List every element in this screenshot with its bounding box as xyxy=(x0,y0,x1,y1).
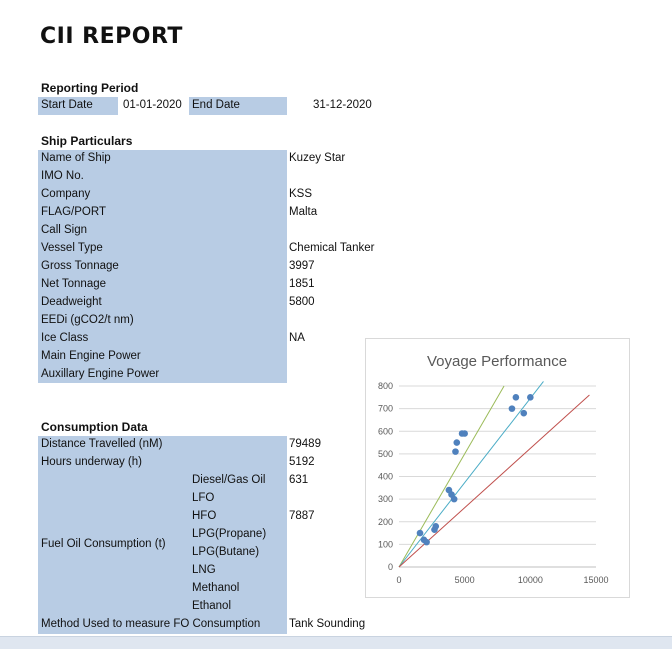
particular-value: KSS xyxy=(289,188,313,200)
fuel-type-value: 7887 xyxy=(289,510,315,522)
data-point xyxy=(512,394,520,401)
fuel-type-label: LPG(Butane) xyxy=(192,546,260,558)
fuel-type-label: LFO xyxy=(192,492,215,504)
particular-value: Kuzey Star xyxy=(289,152,346,164)
particular-label: FLAG/PORT xyxy=(41,206,106,218)
fuel-type-label: LPG(Propane) xyxy=(192,528,267,540)
data-point xyxy=(508,405,516,412)
x-tick-label: 0 xyxy=(396,575,401,585)
end-date-value: 31-12-2020 xyxy=(313,99,372,111)
particular-value: Chemical Tanker xyxy=(289,242,375,254)
data-point xyxy=(453,439,461,446)
consumption-heading: Consumption Data xyxy=(41,420,148,434)
y-tick-label: 700 xyxy=(378,404,393,414)
particular-label: IMO No. xyxy=(41,170,84,182)
y-tick-label: 200 xyxy=(378,517,393,527)
reference-line xyxy=(398,394,590,568)
distance-label: Distance Travelled (nM) xyxy=(41,438,163,450)
particular-label: Net Tonnage xyxy=(41,278,107,290)
particular-value: 1851 xyxy=(289,278,315,290)
start-date-value: 01-01-2020 xyxy=(123,99,182,111)
particular-value: Malta xyxy=(289,206,318,218)
particulars-label-column xyxy=(38,150,287,383)
particular-label: Vessel Type xyxy=(41,242,103,254)
hours-label: Hours underway (h) xyxy=(41,456,142,468)
y-tick-label: 400 xyxy=(378,472,393,482)
end-date-label: End Date xyxy=(192,99,240,111)
chart-title: Voyage Performance xyxy=(427,353,567,370)
y-tick-label: 0 xyxy=(388,562,393,572)
y-tick-label: 500 xyxy=(378,449,393,459)
particular-label: Ice Class xyxy=(41,332,89,344)
data-point xyxy=(520,409,528,417)
data-point xyxy=(423,538,430,546)
particular-label: Deadweight xyxy=(41,296,102,308)
start-date-label: Start Date xyxy=(41,99,93,111)
measure-method-label: Method Used to measure FO Consumption xyxy=(41,618,261,630)
particular-label: Name of Ship xyxy=(41,152,111,164)
bottom-band xyxy=(0,636,672,649)
particular-label: Company xyxy=(41,188,91,200)
reference-line xyxy=(398,381,544,568)
y-tick-label: 600 xyxy=(378,426,393,436)
particular-value: NA xyxy=(289,332,305,344)
data-point xyxy=(450,495,458,503)
reference-line xyxy=(398,385,505,568)
consumption-label-column xyxy=(38,436,287,634)
chart-svg: Voyage Performance 0 100 200 300 400 500 600 70… xyxy=(378,353,609,585)
y-tick-label: 300 xyxy=(378,494,393,504)
x-tick-label: 15000 xyxy=(583,575,608,585)
particular-label: Main Engine Power xyxy=(41,350,141,362)
start-date-label-cell: Start Date xyxy=(38,97,118,115)
data-point xyxy=(432,522,440,530)
fuel-type-value: 631 xyxy=(289,474,309,486)
y-tick-label: 100 xyxy=(378,539,393,549)
particular-value: 5800 xyxy=(289,296,315,308)
report-title: CII REPORT xyxy=(40,24,183,49)
voyage-performance-chart: Voyage Performance 0 100 200 300 400 500 600 70… xyxy=(365,338,630,598)
fuel-type-label: Diesel/Gas Oil xyxy=(192,474,266,486)
ship-particulars-heading: Ship Particulars xyxy=(41,134,133,148)
y-tick-label: 800 xyxy=(378,381,393,391)
reporting-period-heading: Reporting Period xyxy=(41,81,139,95)
particular-value: 3997 xyxy=(289,260,315,272)
measure-method-value: Tank Sounding xyxy=(289,618,366,630)
particular-label: Call Sign xyxy=(41,224,88,236)
particular-label: EEDi (gCO2/t nm) xyxy=(41,314,134,326)
data-point xyxy=(527,394,534,401)
distance-value: 79489 xyxy=(289,438,321,450)
end-date-label-cell: End Date xyxy=(189,97,287,115)
hours-value: 5192 xyxy=(289,456,315,468)
data-point xyxy=(461,430,468,437)
particular-label: Auxillary Engine Power xyxy=(41,368,160,380)
fuel-type-label: HFO xyxy=(192,510,217,522)
x-tick-label: 5000 xyxy=(455,575,475,585)
fuel-type-label: Methanol xyxy=(192,582,240,594)
fuel-type-label: Ethanol xyxy=(192,600,232,612)
fuel-consumption-label: Fuel Oil Consumption (t) xyxy=(41,538,166,550)
fuel-type-label: LNG xyxy=(192,564,216,576)
data-point xyxy=(452,448,459,455)
data-point xyxy=(416,529,424,537)
x-tick-label: 10000 xyxy=(518,575,543,585)
particular-label: Gross Tonnage xyxy=(41,260,119,272)
